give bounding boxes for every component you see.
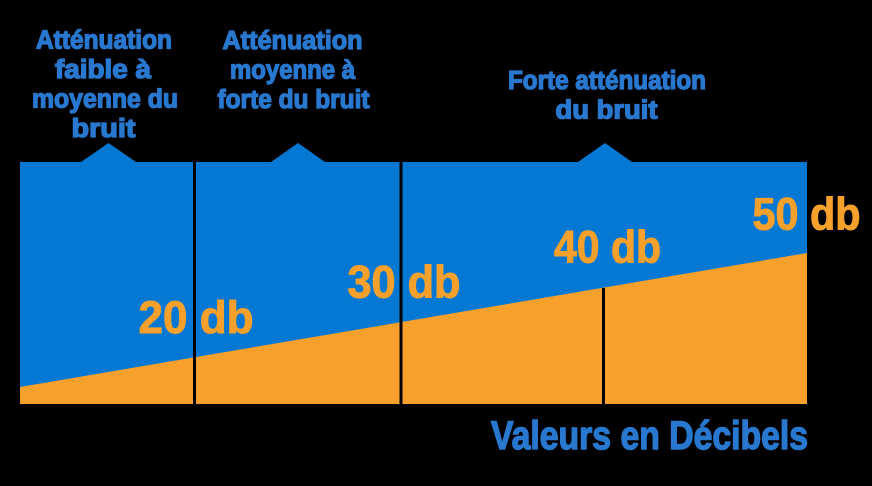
svg-text:Valeurs en Décibels: Valeurs en Décibels (491, 414, 808, 458)
svg-text:moyenne du: moyenne du (32, 86, 178, 114)
svg-text:50 db: 50 db (753, 188, 861, 239)
svg-text:30 db: 30 db (348, 256, 461, 307)
svg-text:forte du bruit: forte du bruit (218, 86, 370, 114)
svg-text:20 db: 20 db (139, 292, 254, 343)
svg-text:faible à: faible à (55, 56, 152, 84)
svg-text:40 db: 40 db (554, 222, 661, 273)
svg-text:bruit: bruit (72, 115, 137, 143)
svg-text:Forte atténuation: Forte atténuation (508, 67, 706, 95)
svg-text:moyenne à: moyenne à (230, 57, 356, 85)
svg-text:Atténuation: Atténuation (223, 27, 363, 55)
svg-text:du bruit: du bruit (556, 97, 659, 125)
svg-text:Atténuation: Atténuation (36, 26, 172, 54)
